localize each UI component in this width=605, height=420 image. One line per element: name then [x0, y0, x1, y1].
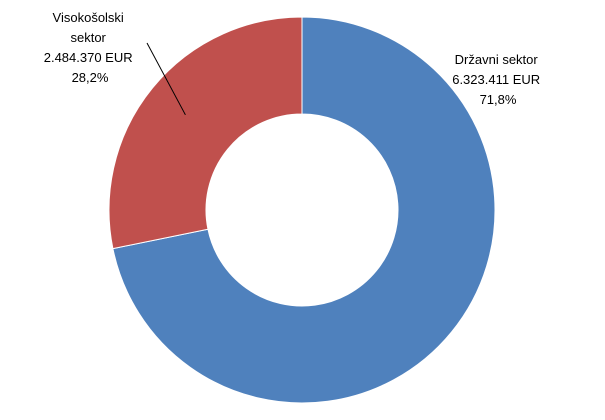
drzavni-percent: 71,8% [480, 92, 517, 107]
drzavni-label: Državni sektor 6.323.411 EUR 71,8% [452, 52, 544, 107]
visokosolski-name-line-2: sektor [70, 30, 106, 45]
donut-slices [108, 16, 496, 404]
visokosolski-leader-line [146, 42, 186, 116]
drzavni-name: Državni sektor [455, 52, 539, 67]
visokosolski-label: Visokošolski sektor 2.484.370 EUR 28,2% [44, 10, 137, 85]
slice-dr-avni-sektor [112, 16, 496, 404]
visokosolski-value: 2.484.370 EUR [44, 50, 133, 65]
drzavni-value: 6.323.411 EUR [452, 72, 540, 87]
slice-visoko-olski-sektor [108, 16, 303, 250]
visokosolski-name-line-1: Visokošolski [53, 10, 124, 25]
visokosolski-percent: 28,2% [72, 70, 109, 85]
